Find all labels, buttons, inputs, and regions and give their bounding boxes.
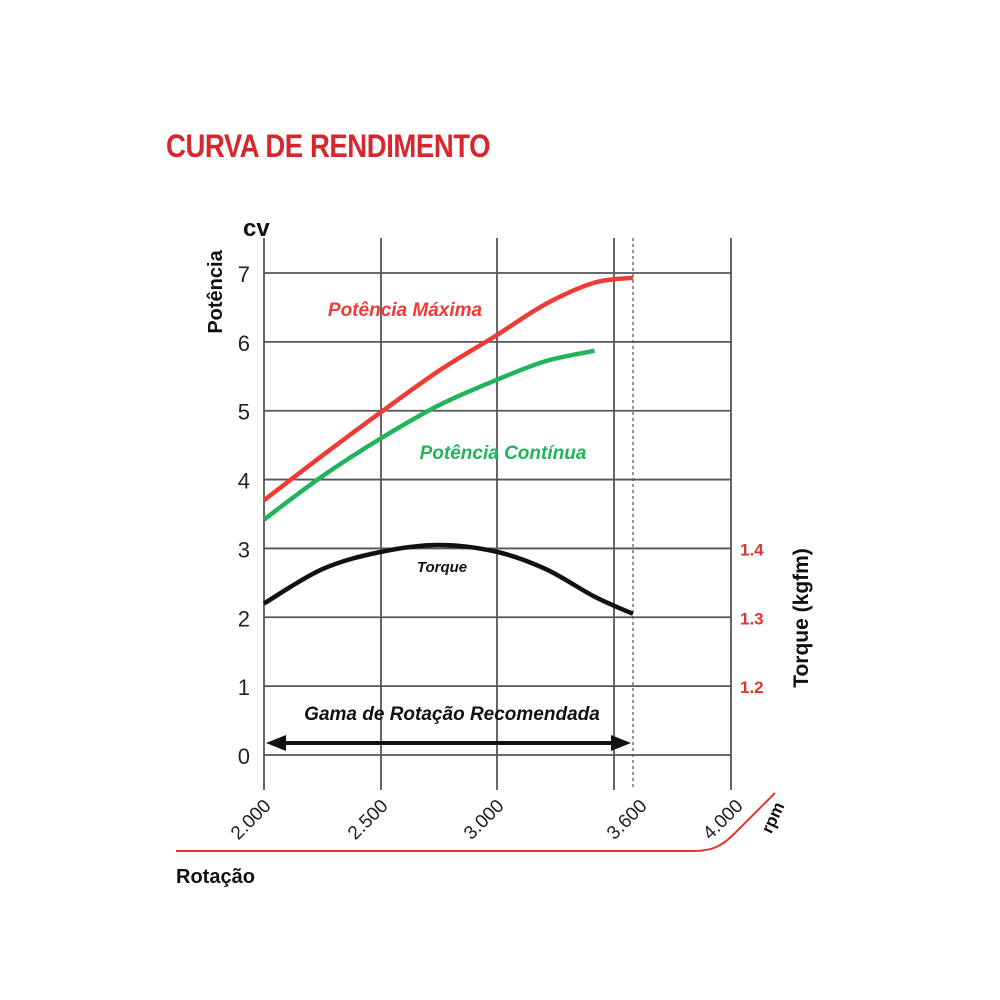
y-tick-label: 2 — [238, 606, 250, 631]
y-tick-label: 1 — [238, 675, 250, 700]
label-continuous-power: Potência Contínua — [420, 443, 587, 464]
y-tick-label: 5 — [238, 400, 250, 425]
rotation-axis-line — [176, 792, 776, 852]
y2-tick-label: 1.4 — [740, 540, 764, 559]
y2-axis-label: Torque (kgfm) — [790, 548, 813, 688]
label-max-power: Potência Máxima — [328, 300, 483, 321]
label-torque: Torque — [417, 559, 467, 576]
series — [262, 275, 634, 751]
x-tick-label: 4.000 — [699, 796, 747, 844]
y2-tick-label: 1.3 — [740, 609, 764, 628]
y-tick-label: 0 — [238, 744, 250, 769]
page-title: CURVA DE RENDIMENTO — [166, 128, 491, 164]
x-axis-label: Rotação — [176, 866, 255, 888]
x-tick-label: 3.000 — [460, 796, 508, 844]
y-tick-label: 6 — [238, 331, 250, 356]
series-max-power — [262, 275, 634, 503]
y-tick-label: 7 — [238, 262, 250, 287]
series-torque — [262, 542, 634, 616]
x-tick-label: 3.600 — [603, 796, 651, 844]
grid — [263, 238, 732, 790]
y-axis-label: Potência — [205, 249, 227, 333]
x-tick-label: 2.000 — [227, 796, 275, 844]
label-recommended-range: Gama de Rotação Recomendada — [304, 704, 600, 725]
y2-tick-label: 1.2 — [740, 678, 764, 697]
y-tick-label: 4 — [238, 469, 250, 494]
x-tick-label: 2.500 — [344, 796, 392, 844]
range-arrow-left-head — [266, 735, 286, 751]
y-tick-label: 3 — [238, 537, 250, 562]
labels: Potência Máxima Potência Contínua Torque Ga… — [176, 215, 813, 888]
y-unit-label: cv — [243, 215, 270, 242]
range-arrow-right-head — [611, 735, 631, 751]
series-continuous-power — [262, 348, 595, 522]
